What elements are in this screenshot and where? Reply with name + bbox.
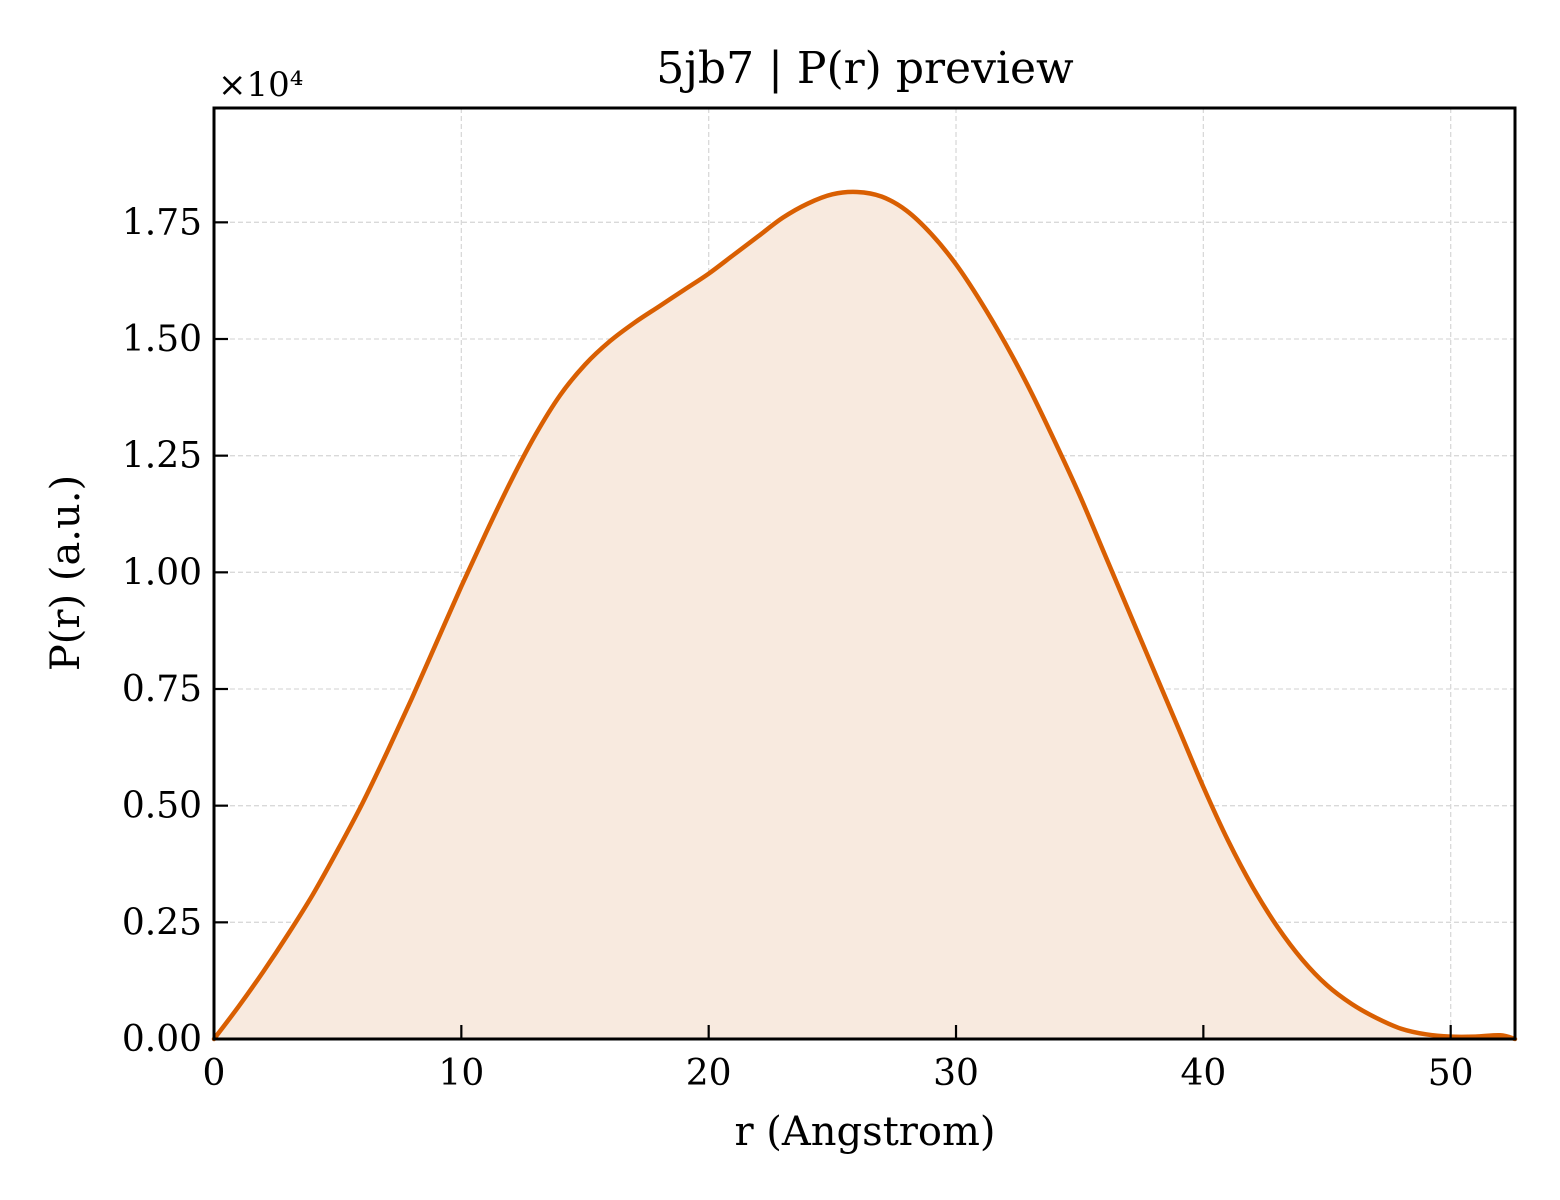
x-tick-label: 10 [438,1053,484,1094]
x-tick-label: 0 [203,1053,226,1094]
area-fill [214,191,1515,1039]
axis-ticks: 0 10 20 30 40 50 0.00 0.25 0.50 0.75 1.00 1.25 1.50 1… [122,202,1474,1094]
y-axis-multiplier: ×10⁴ [218,65,303,105]
series-line [211,189,1518,1042]
y-axis-label: P(r) (a.u.) [43,475,89,671]
x-tick-label: 50 [1428,1053,1474,1094]
y-tick-label: 1.25 [122,436,202,477]
y-tick-label: 1.75 [122,202,202,243]
x-axis-label: r (Angstrom) [734,1109,995,1155]
chart-title: 5jb7 | P(r) preview [656,43,1074,94]
y-tick-label: 0.00 [122,1019,202,1060]
y-tick-label: 0.75 [122,669,202,710]
y-tick-label: 1.50 [122,319,202,360]
y-tick-label: 1.00 [122,552,202,593]
plot-frame [212,106,1517,1041]
x-tick-label: 20 [686,1053,732,1094]
x-tick-label: 40 [1180,1053,1226,1094]
x-tick-label: 30 [933,1053,979,1094]
y-tick-label: 0.25 [122,902,202,943]
y-tick-label: 0.50 [122,786,202,827]
